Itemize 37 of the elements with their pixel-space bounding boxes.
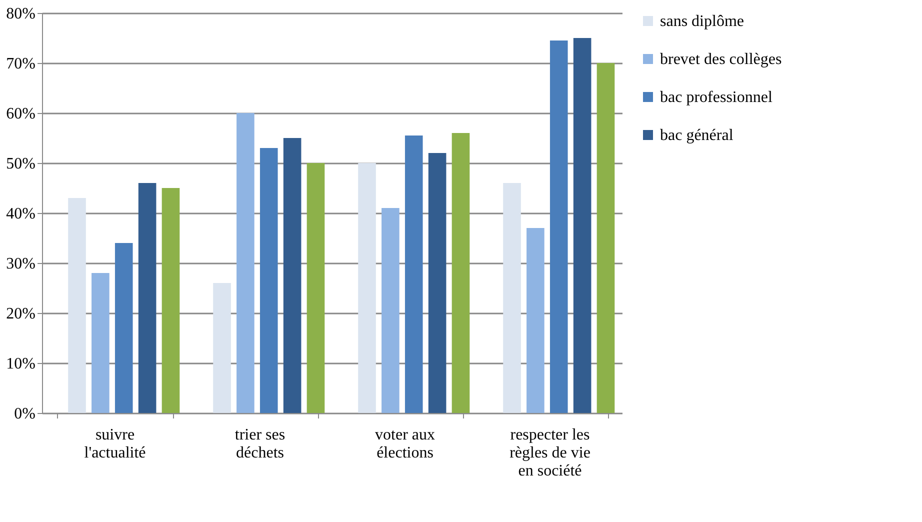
bar [596,63,615,413]
y-tick-label: 40% [6,206,36,222]
x-tick-label: voter aux élections [375,426,435,462]
y-tick-label: 0% [14,406,36,422]
bar [138,183,156,413]
y-tick-label: 30% [6,256,36,272]
bar [550,40,568,413]
bar [213,283,231,413]
bar [573,38,592,413]
y-tick-label: 10% [6,356,36,372]
y-tick-label: 80% [6,6,36,22]
y-tick-label: 20% [6,306,36,322]
y-tick-label: 50% [6,156,36,172]
legend-label: bac professionnel [660,89,773,106]
bar [92,273,110,413]
bar [382,208,400,413]
bar [68,198,86,413]
bar [306,163,325,413]
x-tick-label: respecter les règles de vie en société [510,426,590,480]
bar [526,228,544,413]
legend-label: bac général [660,127,734,144]
bar [260,148,278,413]
bar [358,163,376,413]
legend-label: sans diplôme [660,13,744,30]
x-tick-label: trier ses déchets [234,426,286,462]
bar [236,113,254,413]
x-tick-label: suivre l'actualité [84,426,146,462]
y-tick-label: 60% [6,106,36,122]
bar [283,138,302,413]
bar [428,153,446,413]
bar [503,183,521,413]
bar [452,133,470,413]
y-tick-label: 70% [6,56,36,72]
bar [162,188,180,413]
bar [114,243,133,413]
bar [404,136,423,413]
legend-label: brevet des collèges [660,51,782,68]
